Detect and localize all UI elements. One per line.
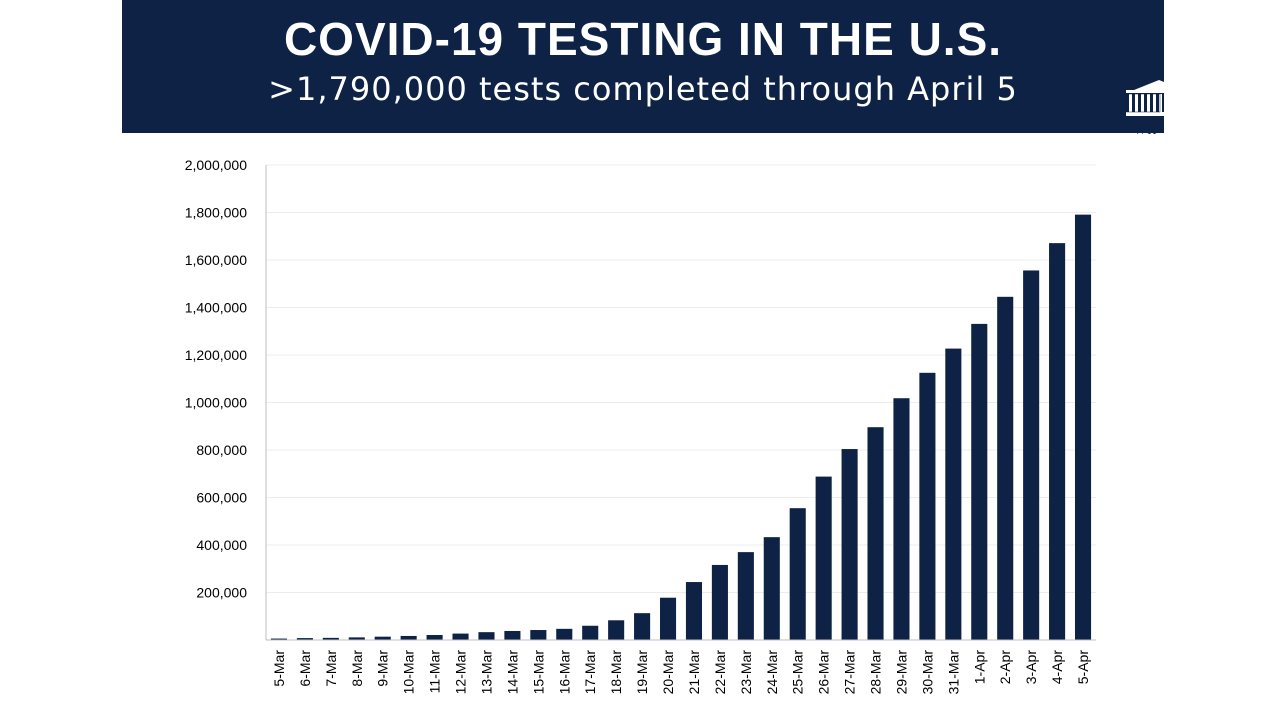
- y-tick-label: 1,200,000: [185, 347, 247, 363]
- bar: [893, 398, 910, 640]
- x-tick-label: 22-Mar: [712, 650, 728, 695]
- bars: [270, 214, 1092, 640]
- x-tick-label: 21-Mar: [686, 650, 702, 695]
- bar: [478, 632, 495, 640]
- bar: [504, 630, 521, 640]
- x-tick-label: 19-Mar: [634, 650, 650, 695]
- bar: [452, 633, 469, 640]
- x-tick-label: 1-Apr: [971, 650, 987, 685]
- logo-text: WH: [1134, 122, 1158, 137]
- y-tick-label: 1,400,000: [185, 300, 247, 316]
- x-tick-label: 5-Apr: [1075, 650, 1091, 685]
- x-tick-label: 29-Mar: [893, 650, 909, 695]
- bar: [348, 637, 365, 640]
- x-tick-label: 15-Mar: [530, 650, 546, 695]
- bar: [1074, 214, 1092, 640]
- y-tick-label: 600,000: [196, 490, 247, 506]
- x-tick-label: 14-Mar: [504, 650, 520, 695]
- x-tick-label: 13-Mar: [478, 650, 494, 695]
- x-tick-label: 18-Mar: [608, 650, 624, 695]
- bar: [945, 348, 962, 640]
- x-tick-label: 7-Mar: [323, 650, 339, 687]
- x-tick-label: 9-Mar: [375, 650, 391, 687]
- bar: [971, 323, 988, 640]
- x-tick-label: 30-Mar: [919, 650, 935, 695]
- bar: [997, 296, 1014, 640]
- bar: [1023, 270, 1040, 640]
- x-tick-label: 27-Mar: [842, 650, 858, 695]
- x-tick-label: 11-Mar: [427, 650, 443, 694]
- bar: [919, 372, 936, 640]
- bar: [608, 620, 625, 640]
- x-axis: 5-Mar 6-Mar 7-Mar 8-Mar 9-Mar 10-Mar 11-Mar 12-…: [266, 639, 1096, 695]
- x-tick-label: 8-Mar: [349, 650, 365, 687]
- x-tick-label: 17-Mar: [582, 650, 598, 695]
- bar: [634, 613, 651, 640]
- bar: [296, 638, 313, 640]
- x-tick-label: 20-Mar: [660, 650, 676, 695]
- x-tick-label: 6-Mar: [297, 650, 313, 687]
- bar: [530, 630, 547, 640]
- bar: [322, 637, 339, 640]
- x-tick-label: 24-Mar: [764, 650, 780, 695]
- y-tick-label: 400,000: [196, 537, 247, 553]
- x-tick-label: 23-Mar: [738, 650, 754, 695]
- bar: [659, 597, 677, 640]
- y-tick-label: 2,000,000: [185, 157, 247, 173]
- bar: [867, 427, 884, 640]
- page-title: COVID-19 TESTING IN THE U.S.: [283, 13, 1003, 65]
- page-subtitle: >1,790,000 tests completed through April…: [268, 70, 1018, 108]
- x-tick-label: 16-Mar: [556, 650, 572, 695]
- x-tick-label: 25-Mar: [790, 650, 806, 695]
- y-tick-label: 1,600,000: [185, 252, 247, 268]
- x-tick-label: 10-Mar: [401, 650, 417, 695]
- bar: [556, 628, 573, 640]
- x-tick-label: 28-Mar: [868, 650, 884, 695]
- y-tick-label: 200,000: [196, 585, 247, 601]
- x-tick-label: 26-Mar: [816, 650, 832, 695]
- x-tick-label: 2-Apr: [997, 650, 1013, 685]
- bar: [815, 476, 832, 640]
- y-tick-label: 800,000: [196, 442, 247, 458]
- bar: [426, 635, 443, 640]
- header-banner: COVID-19 TESTING IN THE U.S. >1,790,000 …: [122, 0, 1164, 133]
- bar: [789, 508, 806, 640]
- y-tick-label: 1,000,000: [185, 395, 247, 411]
- bar: [711, 564, 728, 640]
- x-tick-label: 4-Apr: [1049, 650, 1065, 685]
- x-tick-label: 12-Mar: [453, 650, 469, 695]
- bar: [582, 625, 599, 640]
- bar: [374, 636, 391, 640]
- white-house-logo-icon: [1125, 80, 1192, 116]
- bar: [685, 582, 703, 640]
- y-axis: 200,000 400,000 600,000 800,000 1,000,000 1,2…: [185, 157, 267, 640]
- bar: [400, 635, 417, 640]
- bar: [270, 638, 288, 640]
- x-tick-label: 3-Apr: [1023, 650, 1039, 685]
- x-tick-label: 31-Mar: [945, 650, 961, 695]
- bar: [1049, 243, 1066, 640]
- bar: [737, 552, 754, 640]
- y-tick-label: 1,800,000: [185, 205, 247, 221]
- x-tick-label: 5-Mar: [271, 650, 287, 687]
- bar: [841, 449, 858, 640]
- bar: [763, 537, 780, 640]
